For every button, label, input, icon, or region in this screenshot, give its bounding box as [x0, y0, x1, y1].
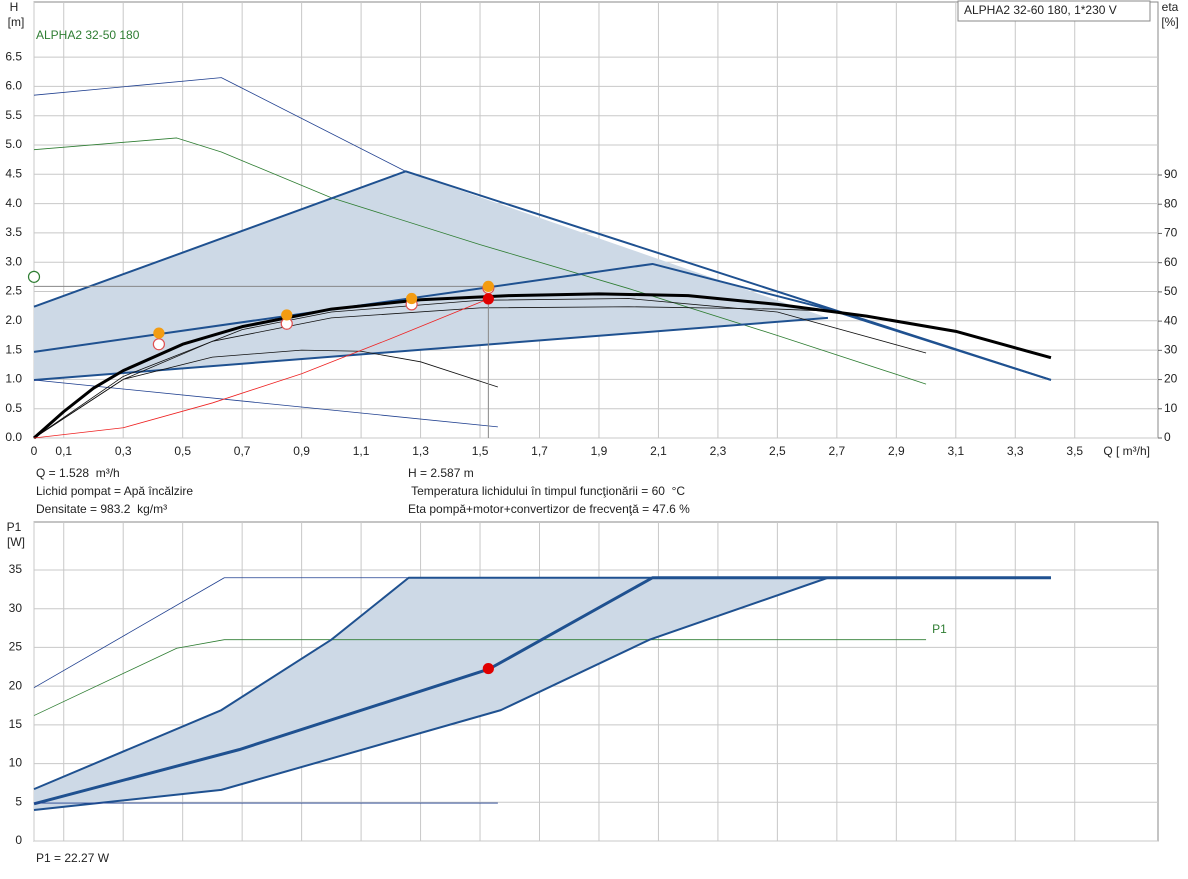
y2-tick-label: 70 — [1164, 226, 1178, 240]
curve — [33, 306, 823, 439]
y-tick-label: 5.5 — [5, 108, 22, 122]
x-tick-label: 1,7 — [531, 444, 548, 458]
series-label: P1 — [932, 622, 947, 636]
x-tick-label: 1,3 — [412, 444, 429, 458]
point-marker — [153, 327, 165, 339]
curve — [33, 639, 927, 716]
y-tick-label: 4.0 — [5, 196, 22, 210]
x-tick-label: 1,1 — [353, 444, 370, 458]
info-text: P1 = 22.27 W — [36, 851, 110, 865]
info-text: Lichid pompat = Apă încălzire — [36, 484, 193, 498]
info-text: Densitate = 983.2 kg/m³ — [36, 502, 167, 516]
x-tick-label: 0,5 — [174, 444, 191, 458]
y2-tick-label: 40 — [1164, 313, 1178, 327]
y-tick-label: 15 — [9, 717, 23, 731]
point-marker — [482, 293, 494, 305]
y-tick-label: 1.0 — [5, 372, 22, 386]
y-tick-label: 6.5 — [5, 49, 22, 63]
y-tick-label: 1.5 — [5, 342, 22, 356]
curve — [33, 298, 489, 439]
y-tick-label: 5.0 — [5, 137, 22, 151]
x-tick-label: 2,3 — [710, 444, 727, 458]
curve — [33, 292, 1052, 440]
y2-axis-unit: [%] — [1161, 15, 1178, 29]
x-tick-label: 0,9 — [293, 444, 310, 458]
y2-tick-label: 50 — [1164, 284, 1178, 298]
x-tick-label: 1,5 — [472, 444, 489, 458]
y-tick-label: 3.5 — [5, 225, 22, 239]
point-marker — [27, 270, 41, 283]
y-tick-label: 2.0 — [5, 313, 22, 327]
plot-frame — [33, 1, 1159, 439]
y-tick-label: 5 — [15, 794, 22, 808]
curve — [33, 577, 409, 689]
chart-title: ALPHA2 32-60 180, 1*230 V — [964, 3, 1117, 17]
x-tick-label: 3,5 — [1066, 444, 1083, 458]
x-tick-label: 0 — [31, 444, 38, 458]
x-tick-label: 2,1 — [650, 444, 667, 458]
x-tick-label: 0,7 — [234, 444, 251, 458]
x-tick-label: 2,9 — [888, 444, 905, 458]
y-tick-label: 0 — [15, 833, 22, 847]
curve — [33, 137, 927, 385]
point-marker — [482, 280, 494, 292]
y-axis-unit: [W] — [7, 535, 25, 549]
point-marker — [152, 338, 165, 351]
x-tick-label: 3,1 — [947, 444, 964, 458]
y-tick-label: 20 — [9, 678, 23, 692]
y-tick-label: 0.5 — [5, 401, 22, 415]
y-axis-label: H — [10, 0, 19, 14]
y-tick-label: 10 — [9, 756, 23, 770]
y-tick-label: 30 — [9, 601, 23, 615]
curve — [33, 77, 406, 172]
point-marker — [482, 662, 494, 675]
curve — [33, 349, 498, 439]
info-text: Temperatura lichidului în timpul funcţio… — [408, 484, 685, 498]
curve — [33, 298, 927, 439]
y2-tick-label: 90 — [1164, 167, 1178, 181]
info-text: Q = 1.528 m³/h — [36, 466, 120, 480]
info-text: H = 2.587 m — [408, 466, 474, 480]
curve — [33, 379, 498, 428]
x-tick-label: 0,3 — [115, 444, 132, 458]
y-tick-label: 2.5 — [5, 284, 22, 298]
x-tick-label: 3,3 — [1007, 444, 1024, 458]
y2-tick-label: 0 — [1164, 430, 1171, 444]
x-tick-label: 1,9 — [591, 444, 608, 458]
point-marker — [406, 292, 418, 305]
y2-tick-label: 60 — [1164, 255, 1178, 269]
x-tick-label: 2,7 — [829, 444, 846, 458]
x-tick-label: 2,5 — [769, 444, 786, 458]
point-marker — [281, 309, 293, 321]
y2-tick-label: 80 — [1164, 196, 1178, 210]
y-tick-label: 3.0 — [5, 254, 22, 268]
y-axis-unit: [m] — [8, 15, 25, 29]
curve — [33, 316, 829, 381]
title-box — [957, 0, 1151, 22]
y-tick-label: 0.0 — [5, 430, 22, 444]
curve — [33, 170, 1052, 381]
operating-area — [34, 171, 828, 380]
series-label: ALPHA2 32-50 180 — [36, 28, 140, 42]
y2-tick-label: 10 — [1164, 401, 1178, 415]
y2-tick-label: 30 — [1164, 343, 1178, 357]
x-axis-label: Q [ m³/h] — [1103, 444, 1150, 458]
y2-axis-label: eta — [1162, 0, 1179, 14]
info-text: Eta pompă+motor+convertizor de frecvenţă… — [408, 502, 690, 516]
curve — [33, 576, 1051, 791]
y-axis-label: P1 — [7, 520, 22, 534]
y-tick-label: 6.0 — [5, 79, 22, 93]
y-tick-label: 35 — [9, 562, 23, 576]
y-tick-label: 25 — [9, 640, 23, 654]
y-tick-label: 4.5 — [5, 166, 22, 180]
x-tick-label: 0,1 — [55, 444, 72, 458]
y2-tick-label: 20 — [1164, 372, 1178, 386]
